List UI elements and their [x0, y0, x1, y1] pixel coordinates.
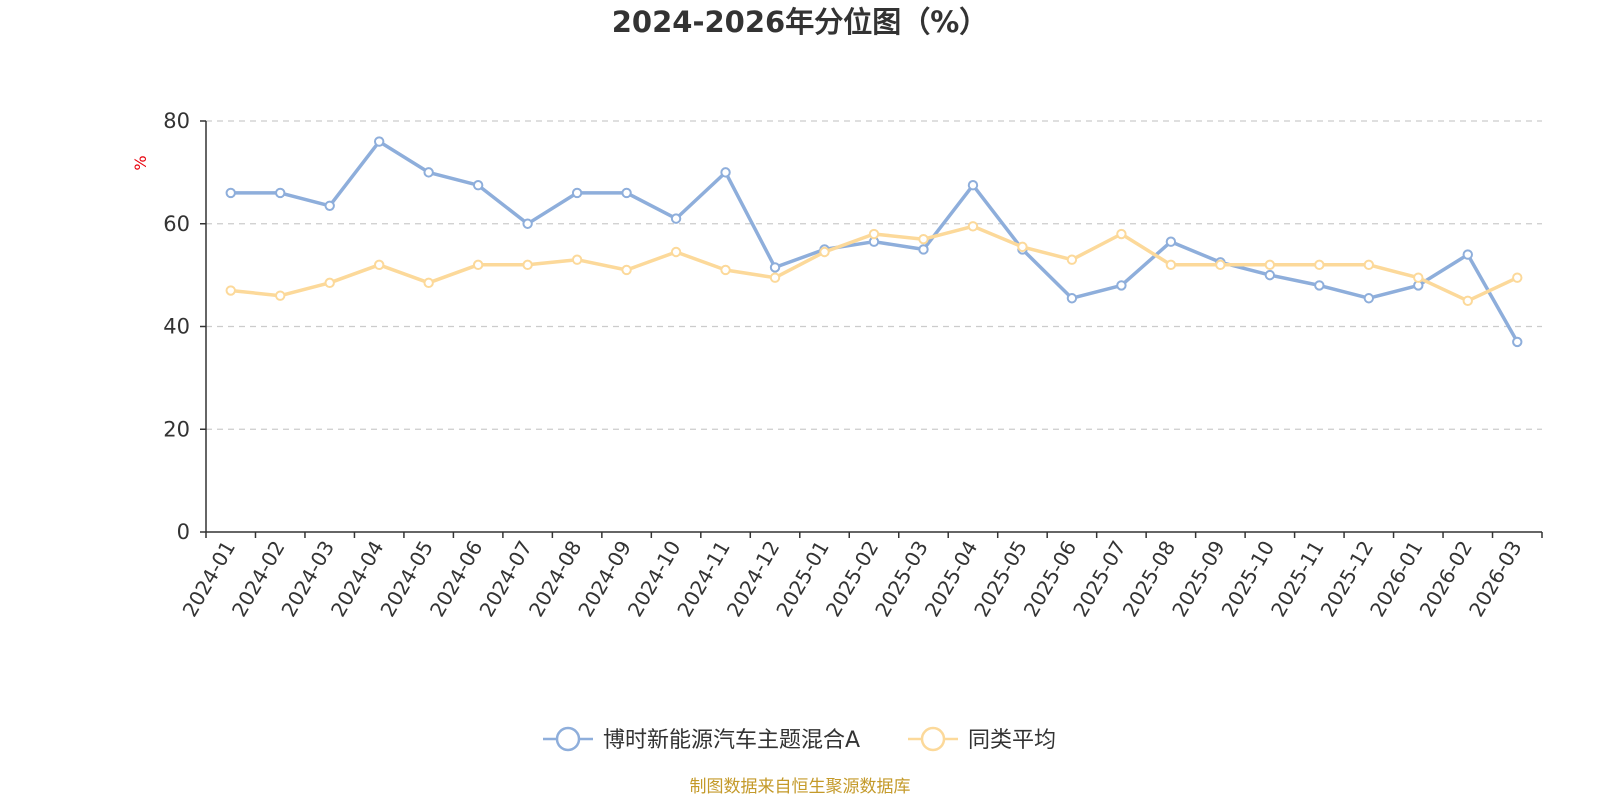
data-point [1314, 280, 1325, 291]
data-point [967, 180, 979, 191]
data-point [275, 187, 286, 199]
data-point [1165, 236, 1177, 247]
y-tick-label: 0 [177, 520, 190, 544]
data-point [522, 218, 533, 229]
data-point [423, 277, 434, 289]
data-point [225, 285, 236, 296]
data-point [571, 187, 583, 199]
data-point [324, 277, 335, 289]
data-point [1264, 269, 1276, 281]
data-point [1066, 254, 1078, 265]
data-point [1462, 249, 1473, 260]
data-point [571, 254, 583, 265]
data-point [373, 259, 385, 271]
data-point [472, 180, 484, 191]
y-tick-label: 60 [163, 212, 190, 236]
chart-title: 2024-2026年分位图（%） [612, 5, 989, 39]
data-point [670, 246, 682, 258]
legend-marker [920, 726, 946, 752]
data-point [720, 167, 731, 178]
data-point [1512, 336, 1523, 348]
data-point [1462, 295, 1473, 307]
data-point [967, 221, 979, 232]
data-point [1116, 280, 1127, 291]
data-point [621, 187, 632, 199]
data-point [918, 244, 929, 255]
data-point [472, 259, 484, 271]
data-point [275, 290, 286, 301]
series-layer [225, 136, 1523, 348]
data-point [769, 272, 781, 283]
data-point [1363, 259, 1375, 271]
y-tick-label: 80 [163, 109, 190, 133]
legend-marker [555, 726, 581, 752]
data-point [868, 228, 880, 240]
y-tick-label: 20 [163, 417, 190, 441]
data-point [621, 264, 632, 276]
legend-item: 博时新能源汽车主题混合A [543, 726, 860, 753]
data-point [225, 187, 236, 199]
data-point [1413, 272, 1424, 283]
legend: 博时新能源汽车主题混合A 同类平均 [543, 726, 1056, 753]
legend-label: 博时新能源汽车主题混合A [603, 728, 860, 753]
y-tick-label: 40 [163, 315, 190, 339]
x-axis-ticks: 2024-012024-022024-032024-042024-052024-… [177, 532, 1543, 621]
legend-label: 同类平均 [968, 728, 1056, 753]
data-point [918, 233, 929, 245]
data-source-note: 制图数据来自恒生聚源数据库 [690, 777, 911, 797]
data-point [1116, 228, 1127, 240]
data-point [324, 200, 335, 211]
y-axis-ticks: 0 20 40 60 80 [163, 109, 206, 544]
data-point [819, 246, 830, 258]
data-point [1363, 293, 1375, 304]
data-point [1512, 272, 1523, 283]
data-point [670, 213, 682, 224]
data-point [1264, 259, 1276, 271]
data-point [1066, 293, 1078, 304]
gridlines [206, 120, 1542, 430]
y-axis-unit-label: % [131, 155, 150, 170]
data-point [1314, 259, 1325, 271]
data-point [1017, 241, 1028, 253]
data-point [373, 136, 385, 147]
legend-item: 同类平均 [908, 726, 1056, 753]
data-point [1215, 259, 1226, 271]
series-1 [225, 136, 1523, 348]
data-point [769, 262, 781, 273]
data-point [423, 167, 434, 178]
data-point [522, 259, 533, 271]
data-point [720, 264, 731, 276]
series-2 [225, 221, 1523, 307]
data-point [1165, 259, 1177, 271]
